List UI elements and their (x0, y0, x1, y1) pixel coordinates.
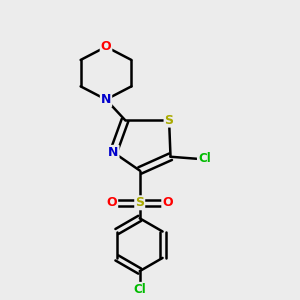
Text: O: O (162, 196, 173, 209)
Text: O: O (106, 196, 117, 209)
Text: S: S (165, 114, 174, 127)
Text: S: S (135, 196, 144, 209)
Text: O: O (101, 40, 111, 53)
Text: Cl: Cl (134, 283, 146, 296)
Text: N: N (101, 93, 111, 106)
Text: N: N (108, 146, 118, 159)
Text: Cl: Cl (198, 152, 211, 165)
